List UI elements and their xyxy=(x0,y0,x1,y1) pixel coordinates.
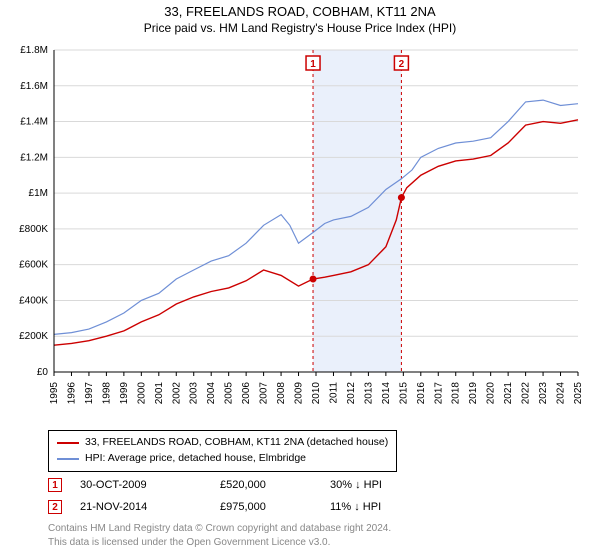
x-tick-label: 2024 xyxy=(556,382,567,405)
x-tick-label: 2009 xyxy=(294,382,305,405)
footer-attribution: Contains HM Land Registry data © Crown c… xyxy=(48,522,391,549)
x-tick-label: 2008 xyxy=(276,382,287,405)
y-tick-label: £200K xyxy=(19,331,48,342)
legend-row: 33, FREELANDS ROAD, COBHAM, KT11 2NA (de… xyxy=(57,435,388,451)
footer-line1: Contains HM Land Registry data © Crown c… xyxy=(48,522,391,536)
x-tick-label: 2001 xyxy=(154,382,165,405)
chart-subtitle: Price paid vs. HM Land Registry's House … xyxy=(0,21,600,35)
x-tick-label: 1999 xyxy=(119,382,130,405)
x-tick-label: 2007 xyxy=(259,382,270,405)
x-tick-label: 1997 xyxy=(84,382,95,405)
x-tick-label: 2017 xyxy=(433,382,444,405)
x-tick-label: 2014 xyxy=(381,382,392,405)
chart-area: £0 £200K £400K £600K £800K £1M £1.2M £1.4M £1.6M… xyxy=(10,42,590,422)
transaction-diff: 30% ↓ HPI xyxy=(330,479,430,491)
y-tick-label: £0 xyxy=(37,367,49,378)
transaction-row: 2 21-NOV-2014£975,00011% ↓ HPI xyxy=(48,496,430,518)
transaction-marker-number: 1 xyxy=(310,59,316,70)
transaction-row-marker: 1 xyxy=(48,478,62,492)
x-tick-label: 2016 xyxy=(416,382,427,405)
transaction-marker-number: 2 xyxy=(399,59,405,70)
transaction-date: 21-NOV-2014 xyxy=(80,501,220,513)
x-tick-label: 1996 xyxy=(66,382,77,405)
legend-label: 33, FREELANDS ROAD, COBHAM, KT11 2NA (de… xyxy=(85,435,388,451)
x-tick-label: 2020 xyxy=(486,382,497,405)
x-tick-label: 1998 xyxy=(101,382,112,405)
x-tick-label: 2002 xyxy=(171,382,182,405)
x-tick-label: 2021 xyxy=(503,382,514,405)
transaction-table: 1 30-OCT-2009£520,00030% ↓ HPI 2 21-NOV-201… xyxy=(48,474,430,518)
transaction-dot xyxy=(398,194,405,201)
transaction-dot xyxy=(310,275,317,282)
transaction-price: £520,000 xyxy=(220,479,330,491)
y-tick-label: £1.6M xyxy=(20,81,48,92)
x-tick-label: 1995 xyxy=(49,382,60,405)
x-tick-label: 2015 xyxy=(398,382,409,405)
y-tick-label: £1.8M xyxy=(20,45,48,56)
x-tick-label: 2005 xyxy=(224,382,235,405)
x-tick-label: 2023 xyxy=(538,382,549,405)
x-tick-label: 2022 xyxy=(521,382,532,405)
transaction-row-marker: 2 xyxy=(48,500,62,514)
x-tick-label: 2004 xyxy=(206,382,217,405)
transaction-row: 1 30-OCT-2009£520,00030% ↓ HPI xyxy=(48,474,430,496)
x-tick-label: 2010 xyxy=(311,382,322,405)
x-tick-label: 2006 xyxy=(241,382,252,405)
footer-line2: This data is licensed under the Open Gov… xyxy=(48,536,391,550)
y-tick-label: £600K xyxy=(19,260,48,271)
legend-label: HPI: Average price, detached house, Elmb… xyxy=(85,451,306,467)
chart-container: 33, FREELANDS ROAD, COBHAM, KT11 2NA Pri… xyxy=(0,0,600,560)
x-tick-label: 2003 xyxy=(189,382,200,405)
legend-row: HPI: Average price, detached house, Elmb… xyxy=(57,451,388,467)
transaction-price: £975,000 xyxy=(220,501,330,513)
legend-swatch xyxy=(57,458,79,460)
legend: 33, FREELANDS ROAD, COBHAM, KT11 2NA (de… xyxy=(48,430,397,472)
transaction-date: 30-OCT-2009 xyxy=(80,479,220,491)
x-tick-label: 2019 xyxy=(468,382,479,405)
y-tick-label: £1.4M xyxy=(20,117,48,128)
transaction-diff: 11% ↓ HPI xyxy=(330,501,430,513)
x-tick-label: 2000 xyxy=(136,382,147,405)
x-tick-label: 2025 xyxy=(573,382,584,405)
chart-title: 33, FREELANDS ROAD, COBHAM, KT11 2NA xyxy=(0,4,600,19)
x-tick-label: 2011 xyxy=(328,382,339,404)
y-tick-label: £400K xyxy=(19,295,48,306)
x-tick-label: 2018 xyxy=(451,382,462,405)
y-tick-label: £1.2M xyxy=(20,152,48,163)
legend-swatch xyxy=(57,442,79,444)
y-tick-label: £800K xyxy=(19,224,48,235)
title-block: 33, FREELANDS ROAD, COBHAM, KT11 2NA Pri… xyxy=(0,0,600,35)
chart-svg: £0 £200K £400K £600K £800K £1M £1.2M £1.4M £1.6M… xyxy=(10,42,590,422)
x-tick-label: 2013 xyxy=(363,382,374,405)
shaded-band xyxy=(313,50,401,372)
x-tick-label: 2012 xyxy=(346,382,357,405)
y-tick-label: £1M xyxy=(29,188,48,199)
